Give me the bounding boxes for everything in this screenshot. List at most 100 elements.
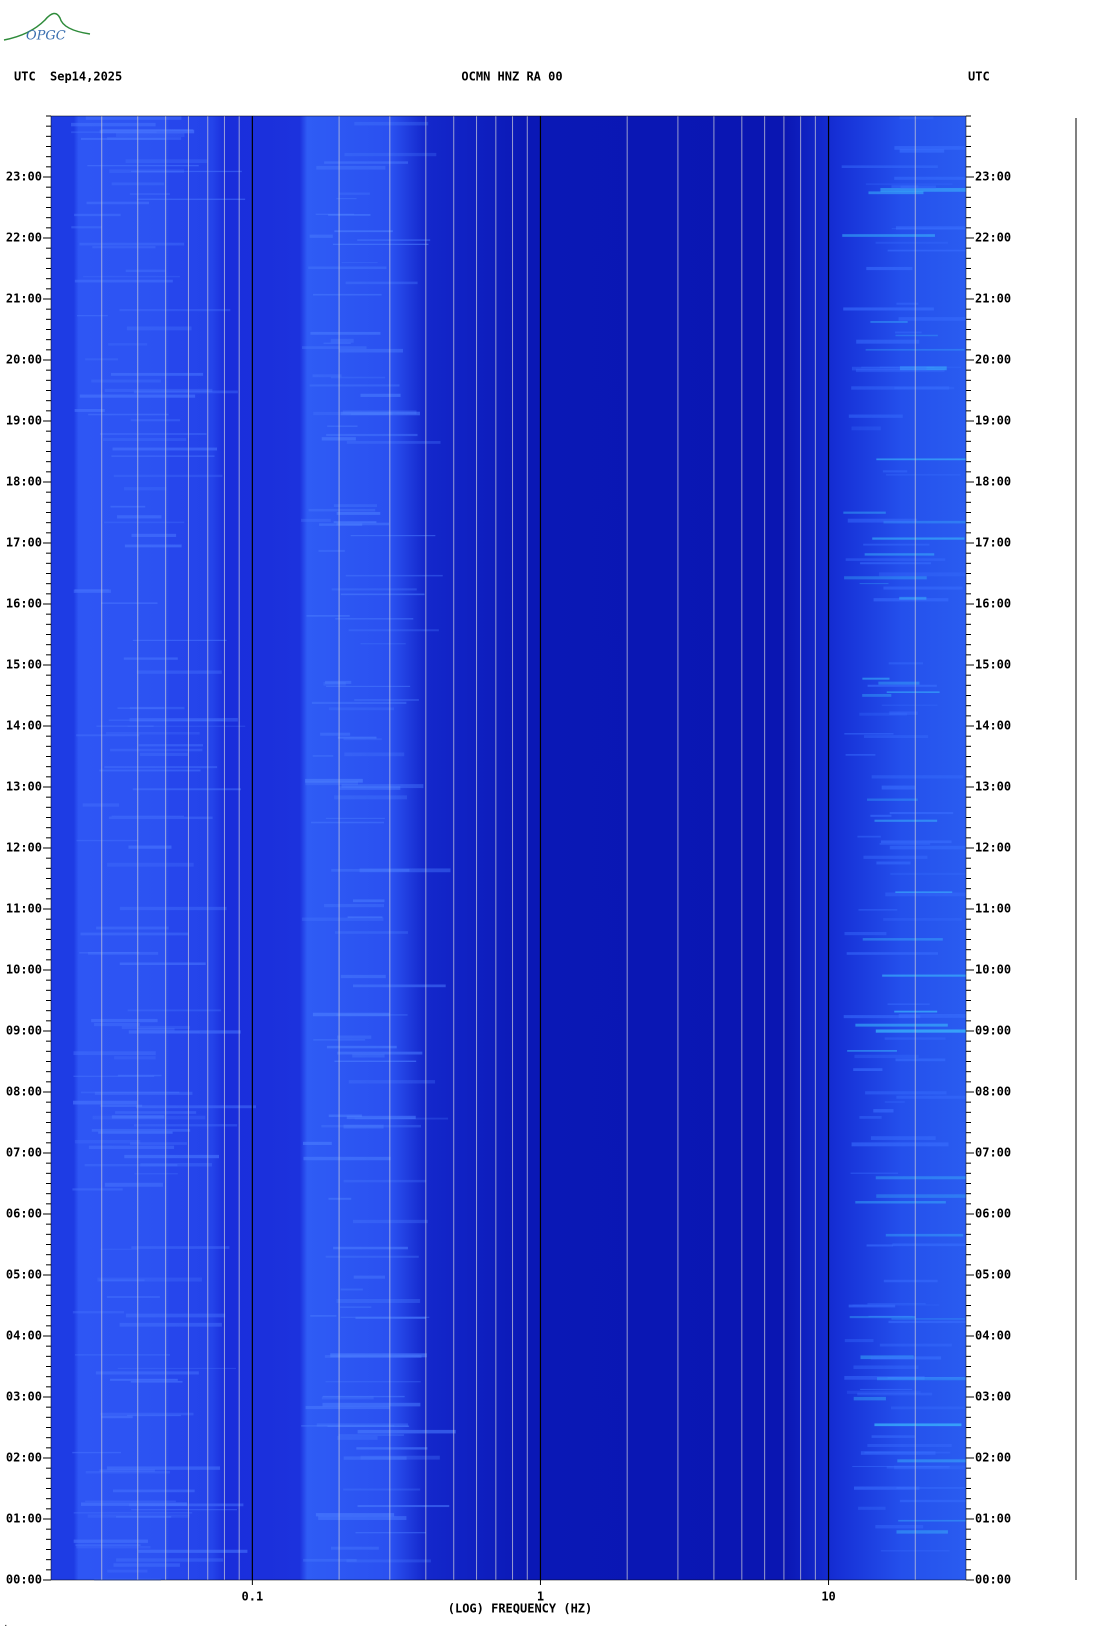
texture-stripe xyxy=(883,520,966,524)
texture-stripe xyxy=(894,386,955,390)
texture-stripe xyxy=(73,1051,156,1056)
texture-stripe xyxy=(850,1172,899,1175)
texture-stripe xyxy=(841,165,938,169)
y-tick-label: 07:00 xyxy=(975,1146,1011,1160)
texture-stripe xyxy=(870,1356,942,1360)
texture-stripe xyxy=(871,1435,915,1438)
texture-stripe xyxy=(104,388,213,393)
texture-stripe xyxy=(71,122,156,127)
texture-stripe xyxy=(119,906,227,911)
texture-stripe xyxy=(354,699,419,701)
texture-stripe xyxy=(340,1288,363,1291)
texture-stripe xyxy=(886,1466,950,1469)
texture-stripe xyxy=(94,1578,161,1581)
y-tick-label: 22:00 xyxy=(6,231,42,245)
texture-stripe xyxy=(108,719,224,721)
texture-stripe xyxy=(352,1054,385,1058)
texture-stripe xyxy=(844,732,894,735)
texture-stripe xyxy=(843,307,934,311)
texture-stripe xyxy=(873,598,949,602)
texture-stripe xyxy=(341,261,378,264)
texture-stripe xyxy=(336,198,357,200)
texture-stripe xyxy=(851,426,881,431)
texture-stripe xyxy=(336,522,390,526)
texture-stripe xyxy=(855,1023,948,1027)
texture-stripe xyxy=(878,572,966,577)
texture-stripe xyxy=(100,602,158,604)
texture-stripe xyxy=(858,1506,886,1510)
texture-stripe xyxy=(898,1013,966,1018)
texture-stripe xyxy=(895,891,953,894)
texture-stripe xyxy=(853,1068,883,1071)
texture-stripe xyxy=(99,129,195,134)
texture-stripe xyxy=(867,1443,952,1448)
texture-stripe xyxy=(892,1243,966,1247)
y-tick-label: 00:00 xyxy=(6,1573,42,1587)
texture-stripe xyxy=(346,1115,416,1120)
texture-stripe xyxy=(875,1525,924,1529)
texture-stripe xyxy=(310,1315,337,1317)
texture-stripe xyxy=(851,386,950,390)
texture-stripe xyxy=(76,1545,151,1549)
y-tick-label: 01:00 xyxy=(6,1512,42,1526)
texture-stripe xyxy=(352,899,385,903)
texture-stripe xyxy=(898,1519,966,1522)
texture-stripe xyxy=(890,872,966,876)
texture-stripe xyxy=(862,938,943,941)
texture-stripe xyxy=(872,537,965,540)
texture-stripe xyxy=(85,116,182,120)
y-tick-label: 19:00 xyxy=(975,414,1011,428)
texture-stripe xyxy=(899,366,947,371)
texture-stripe xyxy=(125,269,166,273)
texture-stripe xyxy=(301,518,331,522)
texture-stripe xyxy=(72,1188,123,1191)
texture-stripe xyxy=(875,241,948,244)
texture-stripe xyxy=(101,1415,133,1419)
texture-stripe xyxy=(83,275,180,278)
texture-stripe xyxy=(96,725,154,727)
y-tick-label: 21:00 xyxy=(6,292,42,306)
texture-stripe xyxy=(348,1080,436,1084)
texture-stripe xyxy=(876,861,911,865)
texture-stripe xyxy=(348,629,439,632)
texture-stripe xyxy=(111,455,215,457)
texture-stripe xyxy=(336,511,381,515)
texture-stripe xyxy=(74,408,105,412)
texture-stripe xyxy=(115,132,185,137)
texture-stripe xyxy=(127,725,246,727)
texture-stripe xyxy=(74,589,109,592)
texture-stripe xyxy=(898,317,966,321)
texture-stripe xyxy=(356,1447,428,1450)
texture-stripe xyxy=(127,1009,222,1012)
texture-stripe xyxy=(343,1488,421,1491)
texture-stripe xyxy=(99,433,207,435)
texture-stripe xyxy=(325,1255,419,1258)
texture-stripe xyxy=(332,243,429,245)
texture-stripe xyxy=(335,618,414,620)
texture-stripe xyxy=(87,951,159,955)
texture-stripe xyxy=(887,1003,930,1005)
texture-stripe xyxy=(894,1465,966,1470)
texture-stripe xyxy=(862,677,890,680)
texture-stripe xyxy=(333,521,377,524)
texture-stripe xyxy=(301,346,367,349)
texture-stripe xyxy=(867,684,937,687)
y-tick-label: 20:00 xyxy=(6,353,42,367)
texture-stripe xyxy=(341,784,424,789)
texture-stripe xyxy=(301,917,384,921)
texture-stripe xyxy=(111,815,184,818)
texture-stripe xyxy=(851,1142,949,1147)
texture-stripe xyxy=(321,1124,422,1128)
texture-stripe xyxy=(884,1101,905,1104)
y-tick-label: 17:00 xyxy=(975,536,1011,550)
texture-stripe xyxy=(844,1375,925,1380)
texture-stripe xyxy=(125,159,208,164)
texture-stripe xyxy=(327,1425,410,1428)
texture-stripe xyxy=(889,711,918,715)
texture-stripe xyxy=(308,266,387,270)
y-tick-label: 12:00 xyxy=(6,841,42,855)
texture-stripe xyxy=(360,393,401,397)
texture-stripe xyxy=(334,230,393,233)
texture-stripe xyxy=(115,1111,197,1114)
texture-stripe xyxy=(879,843,931,845)
